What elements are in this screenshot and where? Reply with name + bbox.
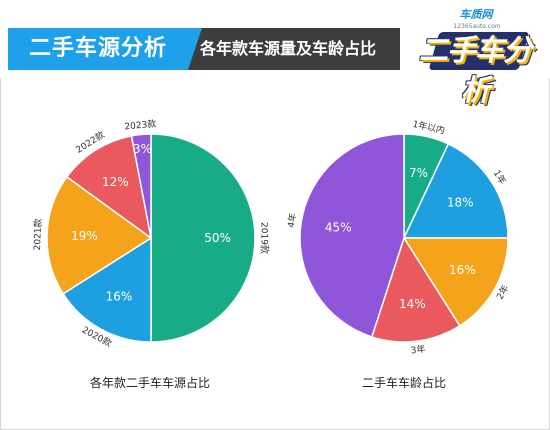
slice-category-label: 2023款 [124,118,157,133]
slice-value-label: 12% [102,175,129,189]
pie-slice [370,236,461,343]
slice-value-label: 50% [204,231,231,245]
slice-value-label: 7% [409,166,428,180]
chart-caption-vehicle-age: 二手车车龄占比 [361,376,446,390]
header: 二手车源分析 各年款车源量及车龄占比 车质网 12365auto.com 二手车… [0,0,550,107]
logo-text: 二手车分析 [418,33,532,107]
slice-category-label: 2021款 [31,218,44,250]
pie-slice [150,133,256,343]
pie-slice [62,236,152,343]
slice-value-label: 3% [133,142,152,156]
pie-slice [46,175,153,295]
slice-category-label: 4年 [285,212,299,228]
slice-value-label: 16% [106,289,133,303]
logo: 车质网 12365auto.com 二手车分析 [404,4,546,107]
chart-caption-model-year: 各年款二手车车源占比 [89,376,210,390]
slice-value-label: 14% [399,297,426,311]
pie-slice [402,237,509,327]
slice-value-label: 18% [447,195,474,209]
pie-slice [299,133,405,338]
pie-slice [402,142,509,239]
slice-category-label: 1年以内 [411,118,446,137]
pie-slice [65,134,153,240]
section-subtitle: 各年款车源量及车龄占比 [200,39,377,58]
slice-category-label: 3年 [410,343,426,357]
slice-value-label: 16% [449,263,476,277]
pie-slice [130,133,152,239]
slice-value-label: 19% [71,229,98,243]
slice-value-label: 45% [325,221,352,235]
section-title: 二手车源分析 [8,28,202,70]
logo-site-name: 车质网 [459,8,493,21]
slice-category-label: 2019款 [259,222,271,254]
logo-url: 12365auto.com [453,23,501,30]
